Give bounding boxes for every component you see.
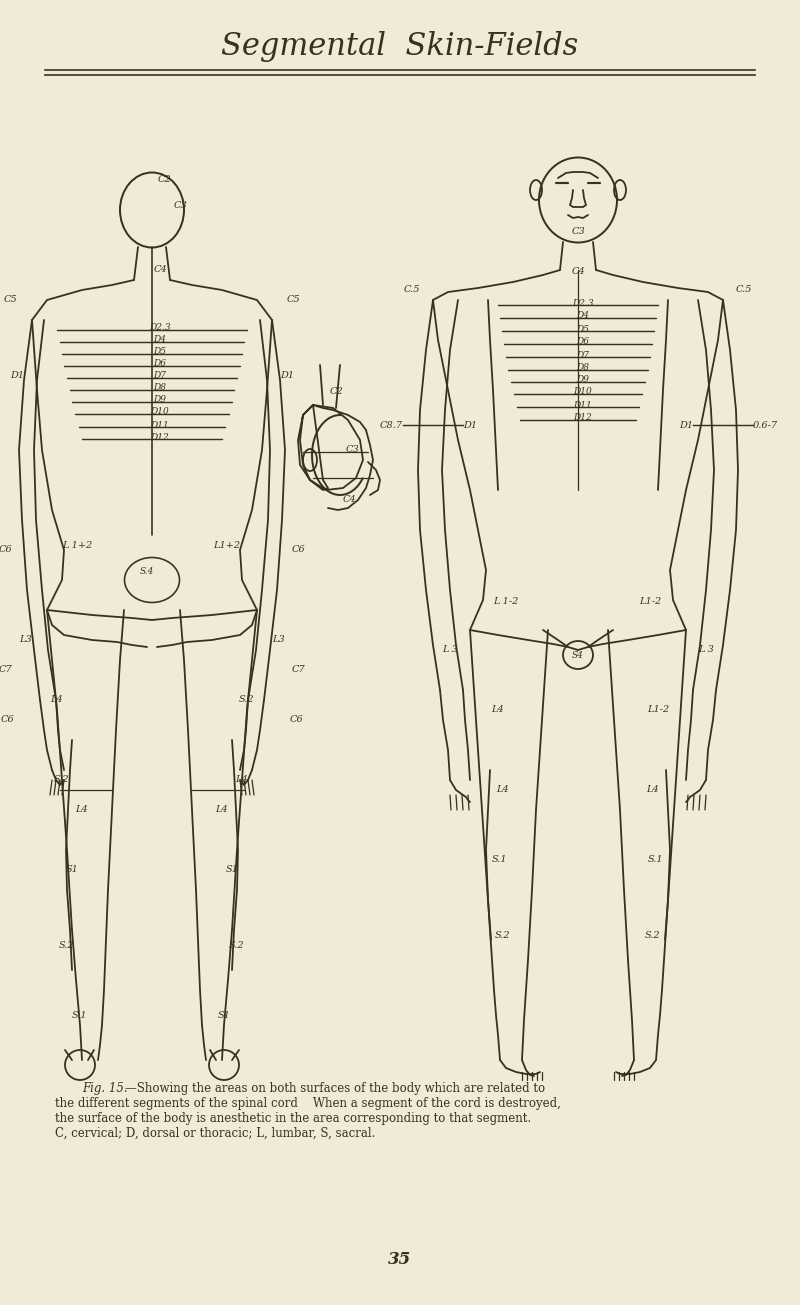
Text: D12: D12 [574,414,592,423]
Text: C6: C6 [292,545,306,555]
Text: D4: D4 [154,335,166,345]
Text: C.5: C.5 [736,286,753,295]
Text: L4: L4 [646,786,659,795]
Text: C2: C2 [157,175,171,184]
Text: D4: D4 [577,312,590,321]
Text: L4: L4 [492,706,504,715]
Text: C6: C6 [0,545,12,555]
Text: D9: D9 [577,376,590,385]
Text: D6: D6 [154,359,166,368]
Text: D10: D10 [574,388,592,397]
Text: S.4: S.4 [140,568,154,577]
Text: the surface of the body is anesthetic in the area corresponding to that segment.: the surface of the body is anesthetic in… [55,1112,531,1125]
Text: L 3: L 3 [442,646,458,655]
Text: D9: D9 [154,395,166,405]
Text: C4: C4 [343,496,357,505]
Text: D8: D8 [154,384,166,393]
Text: C, cervical; D, dorsal or thoracic; L, lumbar, S, sacral.: C, cervical; D, dorsal or thoracic; L, l… [55,1128,375,1141]
Text: D2.3: D2.3 [149,324,171,333]
Text: C.5: C.5 [403,286,420,295]
Text: Segmental  Skin-Fields: Segmental Skin-Fields [222,31,578,63]
Text: S.2: S.2 [645,930,661,940]
Text: S.1: S.1 [648,856,664,864]
Text: S.1: S.1 [72,1010,88,1019]
Text: S.2: S.2 [229,941,245,950]
Text: D10: D10 [150,407,170,416]
Text: L1-2: L1-2 [647,706,669,715]
Text: C3: C3 [346,445,360,454]
Text: C3: C3 [571,227,585,236]
Text: C7: C7 [292,666,306,675]
Text: D7: D7 [577,351,590,359]
Text: D1: D1 [463,420,477,429]
Text: L 1+2: L 1+2 [62,540,92,549]
Text: C4: C4 [571,268,585,277]
Text: D1: D1 [280,371,294,380]
Text: D1: D1 [679,420,693,429]
Text: D5: D5 [154,347,166,356]
Text: D7: D7 [154,372,166,381]
Text: L3: L3 [272,636,285,645]
Text: C5: C5 [3,295,17,304]
Text: S.2: S.2 [495,930,511,940]
Text: C7: C7 [0,666,12,675]
Text: D2.3: D2.3 [572,299,594,308]
Text: C6: C6 [290,715,304,724]
Text: D5: D5 [577,325,590,334]
Text: 35: 35 [388,1251,412,1268]
Text: D1: D1 [10,371,24,380]
Text: D11: D11 [150,420,170,429]
Text: the different segments of the spinal cord    When a segment of the cord is destr: the different segments of the spinal cor… [55,1098,561,1111]
Text: S.2: S.2 [239,696,255,705]
Text: L4: L4 [76,805,88,814]
Text: —Showing the areas on both surfaces of the body which are related to: —Showing the areas on both surfaces of t… [125,1082,545,1095]
Text: L1+2: L1+2 [214,540,241,549]
Text: C2: C2 [329,388,343,397]
Text: D8: D8 [577,364,590,372]
Text: C3: C3 [173,201,187,210]
Text: L4: L4 [216,805,228,814]
Text: L4: L4 [497,786,510,795]
Text: C5: C5 [287,295,301,304]
Text: L3: L3 [19,636,32,645]
Text: D11: D11 [574,401,592,410]
Text: S1: S1 [226,865,238,874]
Text: L1-2: L1-2 [639,598,661,607]
Text: L4: L4 [236,775,248,784]
Text: C4: C4 [153,265,167,274]
Text: Fig. 15.: Fig. 15. [82,1082,128,1095]
Text: C8.7: C8.7 [380,420,403,429]
Text: C6: C6 [0,715,14,724]
Text: D6: D6 [577,338,590,347]
Text: L 3: L 3 [698,646,714,655]
Text: D12: D12 [150,432,170,441]
Text: L4: L4 [50,696,63,705]
Text: S1: S1 [66,865,78,874]
Text: 0.6-7: 0.6-7 [753,420,778,429]
Text: S.2: S.2 [54,775,70,784]
Text: L 1-2: L 1-2 [494,598,518,607]
Text: S4: S4 [572,650,584,659]
Text: S1: S1 [218,1010,230,1019]
Text: S.2: S.2 [59,941,75,950]
Text: S.1: S.1 [492,856,508,864]
